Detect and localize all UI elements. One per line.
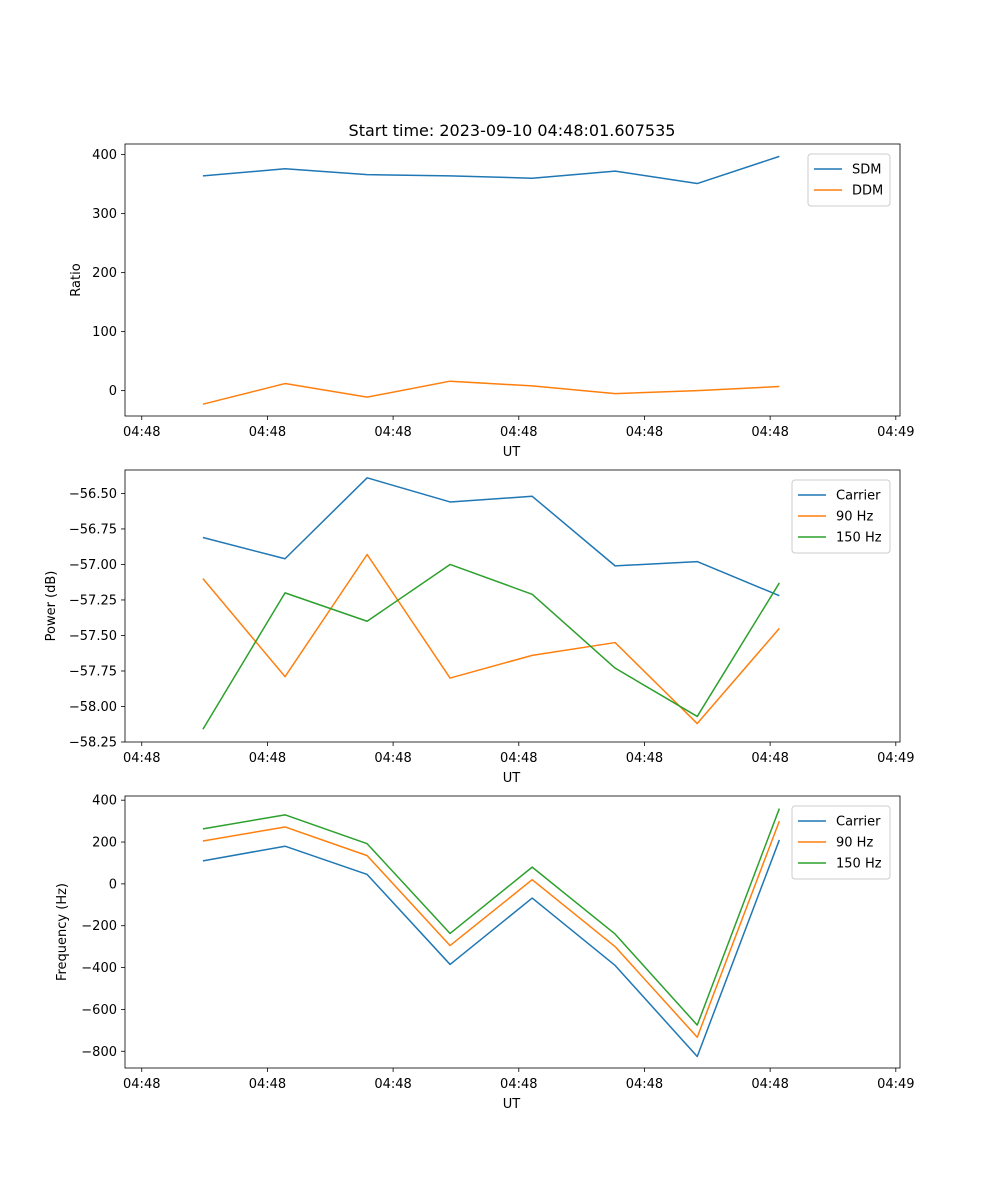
panel-2-y-axis-label: Power (dB) [44,571,59,642]
panel-3-y-tick-label: −600 [81,1003,117,1018]
panel-3-series-90-hz [202,820,781,1038]
panel-3-x-tick-label: 04:48 [500,1077,537,1092]
panel-2-y-tick-label: −57.50 [69,629,117,644]
figure-title: Start time: 2023-09-10 04:48:01.607535 [349,121,676,140]
panel-1-x-axis-label: UT [503,445,521,460]
panel-1-x-tick-label: 04:48 [751,425,788,440]
panel-1-series-ddm [202,380,780,405]
panel-1-y-tick-label: 0 [109,384,117,399]
panel-3-x-tick-label: 04:49 [877,1077,914,1092]
panel-3-x-tick-label: 04:48 [374,1077,411,1092]
panel-1-y-tick-label: 100 [92,325,117,340]
panel-1-y-tick-label: 200 [92,266,117,281]
panel-2-series-150-hz [202,563,780,730]
panel-2: 04:48 04:48 04:48 04:48 04:48 04:48 04:49 −56.5… [44,469,915,786]
panel-1-frame [124,143,901,417]
panel-3-x-tick-label: 04:48 [751,1077,788,1092]
panel-3-legend-box [791,805,891,880]
panel-1-legend-label: SDM [852,163,881,178]
panel-3-legend-label: 90 Hz [836,836,873,851]
panel-1: 04:48 04:48 04:48 04:48 04:48 04:48 04:49 400 30… [69,143,915,460]
panel-3-frame [124,795,901,1069]
panel-2-x-tick-label: 04:49 [877,751,914,766]
panel-3-legend-label: Carrier [836,815,881,830]
panel-1-y-tick-label: 400 [92,148,117,163]
panel-2-y-tick-label: −57.75 [69,664,117,679]
panel-3-y-tick-label: 0 [109,877,117,892]
panel-3-y-tick-label: −200 [81,919,117,934]
panel-3-y-tick-label: −400 [81,961,117,976]
panel-3-x-axis-label: UT [503,1097,521,1112]
panel-2-legend-label: 90 Hz [836,510,873,525]
panel-3-y-tick-label: 400 [92,794,117,809]
panel-1-y-tick-label: 300 [92,207,117,222]
panel-2-y-tick-label: −58.00 [69,700,117,715]
panel-3-x-tick-label: 04:48 [626,1077,663,1092]
panel-2-series-90-hz [202,553,780,725]
panel-3-y-axis-label: Frequency (Hz) [55,883,70,981]
panel-2-legend-label: 150 Hz [836,531,882,546]
panel-2-y-tick-label: −58.25 [69,736,117,751]
panel-2-legend: Carrier 90 Hz 150 Hz [791,479,891,554]
panel-2-legend-box [791,479,891,554]
panel-3-series-150-hz [202,808,781,1026]
panel-2-x-axis-label: UT [503,771,521,786]
panel-1-x-tick-label: 04:48 [123,425,160,440]
panel-1-x-tick-label: 04:48 [500,425,537,440]
panel-3-legend: Carrier 90 Hz 150 Hz [791,805,891,880]
panel-3-y-tick-label: −800 [81,1045,117,1060]
panel-2-y-tick-label: −56.75 [69,522,117,537]
panel-1-series-sdm [202,155,780,185]
panel-3: 04:48 04:48 04:48 04:48 04:48 04:48 04:49 400 20… [55,794,915,1112]
panel-2-y-tick-label: −57.25 [69,593,117,608]
panel-1-legend-label: DDM [852,184,883,199]
panel-3-series-carrier [202,839,781,1058]
panel-2-legend-label: Carrier [836,489,881,504]
panel-2-x-tick-label: 04:48 [123,751,160,766]
panel-1-x-tick-label: 04:48 [249,425,286,440]
panel-3-y-tick-label: 200 [92,836,117,851]
panel-2-x-tick-label: 04:48 [374,751,411,766]
panel-3-x-tick-label: 04:48 [123,1077,160,1092]
panel-2-x-tick-label: 04:48 [249,751,286,766]
panel-2-y-tick-label: −57.00 [69,558,117,573]
panel-1-x-tick-label: 04:49 [877,425,914,440]
panel-2-x-tick-label: 04:48 [751,751,788,766]
panel-1-x-tick-label: 04:48 [374,425,411,440]
panel-2-series-carrier [202,477,780,597]
panel-1-x-tick-label: 04:48 [626,425,663,440]
panel-1-y-axis-label: Ratio [69,263,84,296]
panel-1-legend-box [807,153,891,207]
panel-2-frame [124,469,901,743]
panel-3-x-tick-label: 04:48 [249,1077,286,1092]
panel-3-legend-label: 150 Hz [836,857,882,872]
panel-2-x-tick-label: 04:48 [500,751,537,766]
panel-1-legend: SDM DDM [807,153,891,207]
panel-2-y-tick-label: −56.50 [69,487,117,502]
panel-2-x-tick-label: 04:48 [626,751,663,766]
